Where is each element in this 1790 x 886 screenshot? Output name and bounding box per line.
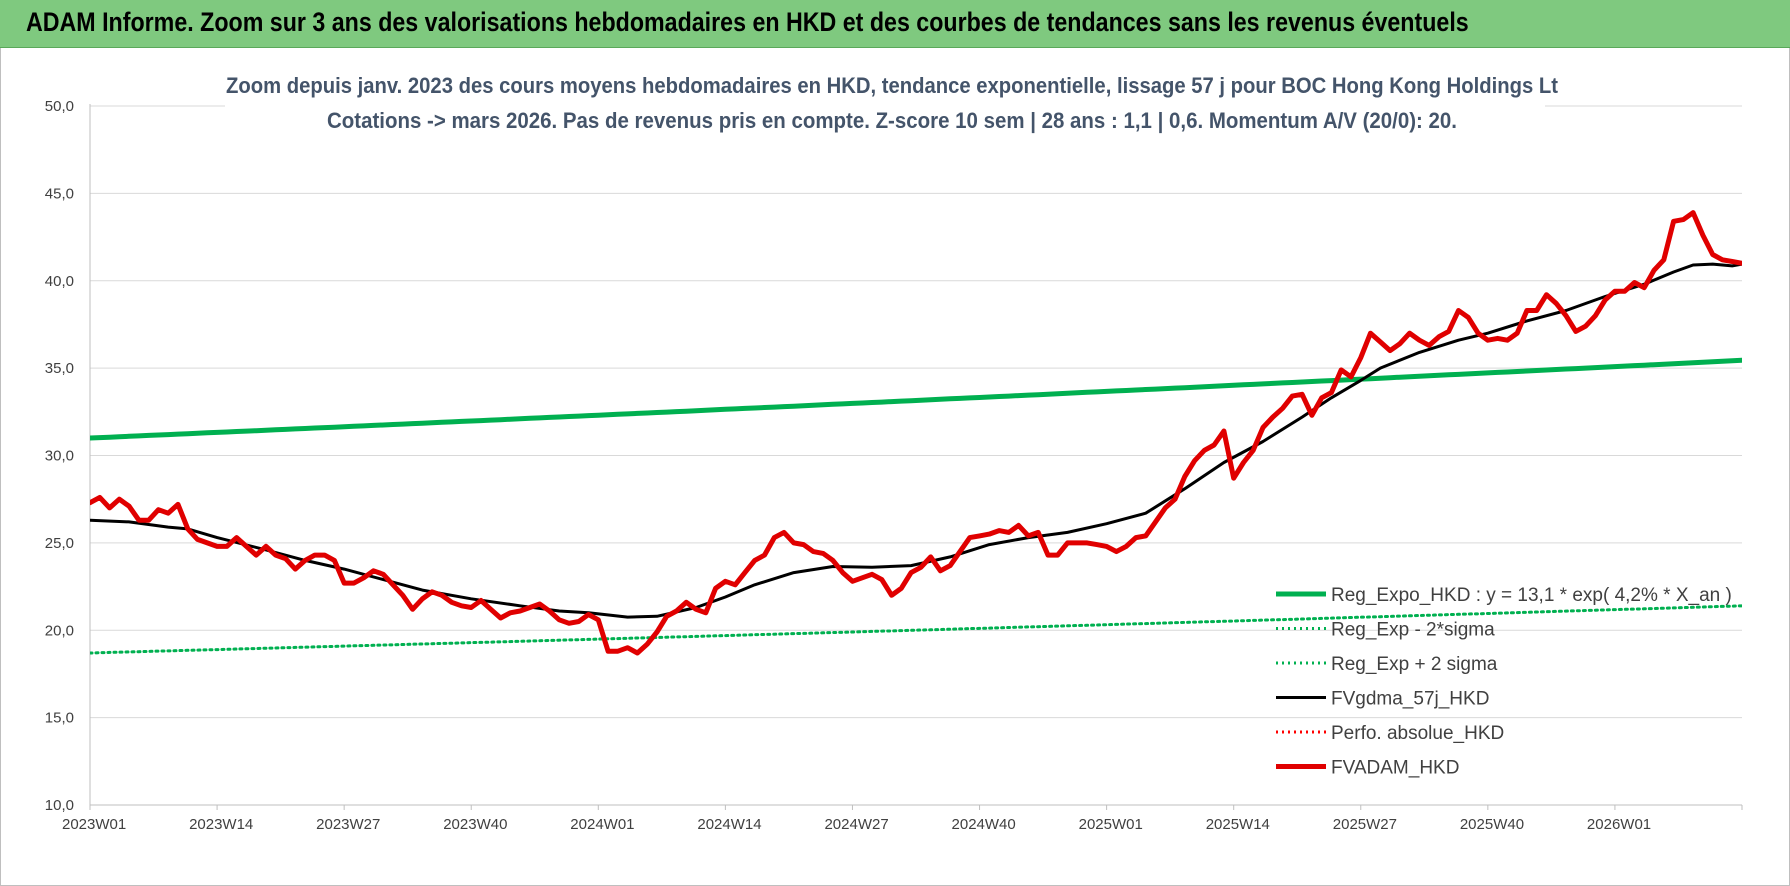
x-tick-label: 2025W27 bbox=[1333, 816, 1397, 833]
x-tick-label: 2025W40 bbox=[1460, 816, 1524, 833]
x-tick-label: 2024W01 bbox=[570, 816, 634, 833]
series-line-lower bbox=[90, 604, 1742, 655]
chart-subtitle-line-1: Zoom depuis janv. 2023 des cours moyens … bbox=[226, 73, 1559, 98]
y-tick-label: 40,0 bbox=[45, 273, 74, 290]
y-tick-label: 25,0 bbox=[45, 535, 74, 552]
x-tick-label: 2023W14 bbox=[189, 816, 253, 833]
x-axis: 2023W01 2023W14 2023W27 2023W40 2024W01 2024W… bbox=[62, 804, 1743, 833]
subtitle-background bbox=[225, 95, 1545, 147]
y-tick-label: 35,0 bbox=[45, 360, 74, 377]
legend-label-gdma: FVgdma_57j_HKD bbox=[1331, 689, 1489, 710]
legend-label-adam: FVADAM_HKD bbox=[1331, 758, 1459, 779]
y-tick-label: 30,0 bbox=[45, 448, 74, 465]
series-line-reg bbox=[90, 357, 1742, 441]
legend: Reg_Expo_HKD : y = 13,1 * exp( 4,2% * X_… bbox=[1276, 585, 1732, 779]
x-tick-label: 2026W01 bbox=[1587, 816, 1651, 833]
y-tick-label: 20,0 bbox=[45, 622, 74, 639]
series-group bbox=[90, 210, 1742, 656]
legend-label-perfo: Perfo. absolue_HKD bbox=[1331, 723, 1504, 744]
y-tick-label: 10,0 bbox=[45, 797, 74, 814]
x-tick-label: 2023W01 bbox=[62, 816, 126, 833]
legend-label-lower: Reg_Exp - 2*sigma bbox=[1331, 620, 1495, 641]
series-line-adam bbox=[90, 210, 1742, 656]
x-tick-label: 2024W14 bbox=[697, 816, 761, 833]
x-tick-label: 2023W27 bbox=[316, 816, 380, 833]
report-title: ADAM Informe. Zoom sur 3 ans des valoris… bbox=[26, 7, 1469, 37]
y-tick-label: 45,0 bbox=[45, 185, 74, 202]
legend-label-reg: Reg_Expo_HKD : y = 13,1 * exp( 4,2% * X_… bbox=[1331, 585, 1732, 606]
gridlines bbox=[90, 105, 1742, 806]
legend-label-upper: Reg_Exp + 2 sigma bbox=[1331, 654, 1498, 675]
y-tick-label: 50,0 bbox=[45, 98, 74, 115]
x-tick-label: 2023W40 bbox=[443, 816, 507, 833]
y-tick-label: 15,0 bbox=[45, 710, 74, 727]
series-line-gdma bbox=[90, 262, 1742, 619]
x-tick-label: 2025W14 bbox=[1206, 816, 1270, 833]
x-tick-label: 2025W01 bbox=[1079, 816, 1143, 833]
chart-subtitle-line-2: Cotations -> mars 2026. Pas de revenus p… bbox=[327, 108, 1457, 133]
x-tick-label: 2024W27 bbox=[824, 816, 888, 833]
y-axis: 10,0 15,0 20,0 25,0 30,0 35,0 40,0 45,0 50,0 bbox=[45, 98, 91, 814]
report-banner: ADAM Informe. Zoom sur 3 ans des valoris… bbox=[0, 0, 1790, 48]
x-tick-label: 2024W40 bbox=[952, 816, 1016, 833]
